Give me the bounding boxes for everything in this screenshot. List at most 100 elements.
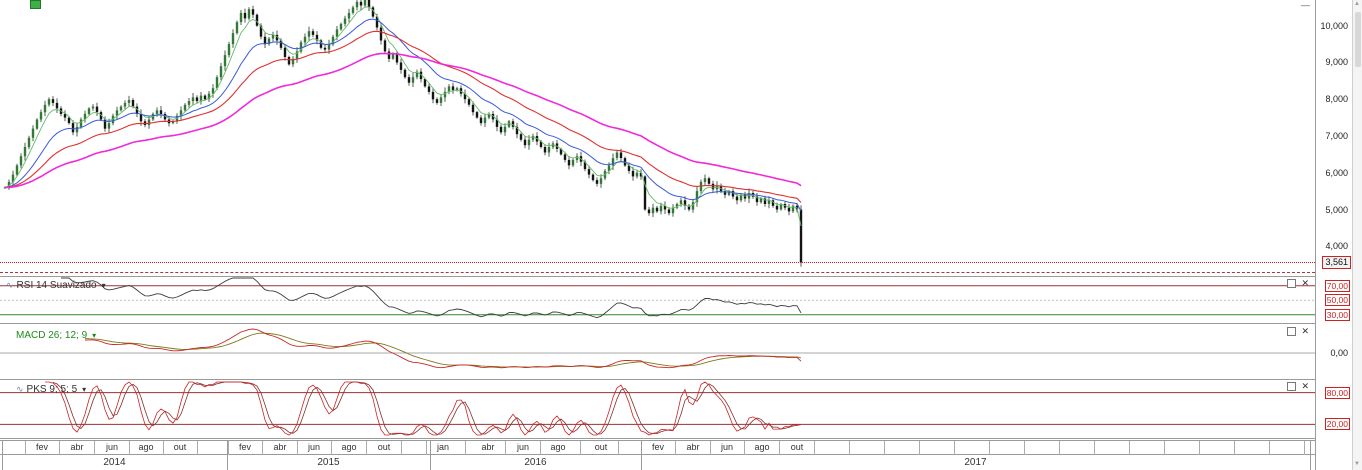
scroll-down-icon[interactable]: ▼ [1354,461,1360,467]
month-tick-mark [25,441,26,455]
close-icon[interactable]: ✕ [1301,381,1309,391]
price-tick-label: 10,000 [1320,21,1348,31]
month-tick-mark [297,441,298,455]
macd-panel[interactable]: MACD 26; 12; 9 ▾ ✕ [0,325,1315,378]
rsi-level-label: 50,00 [1324,294,1350,306]
panel-divider[interactable] [0,438,1352,439]
price-tick-label: 5,000 [1325,205,1348,215]
year-label: 2016 [524,457,547,468]
month-tick-label: jun [307,442,320,452]
alert-line [0,272,1315,273]
rsi-plot[interactable] [0,277,1315,322]
year-divider [1310,441,1311,470]
year-divider [2,441,3,470]
month-tick-label: fev [238,442,251,452]
price-axis[interactable]: 10,000 9,000 8,000 7,000 6,000 5,000 4,000 3,56… [1315,0,1352,470]
chevron-down-icon[interactable]: ▾ [101,281,106,290]
month-tick-mark [401,441,402,455]
month-tick-label: jan [436,442,449,452]
month-tick-mark [1129,441,1130,455]
chevron-down-icon[interactable]: ▾ [82,385,87,394]
panel-divider[interactable] [0,379,1352,380]
year-label: 2014 [103,457,126,468]
month-tick-mark [262,441,263,455]
rsi-panel-controls: ✕ [1287,279,1309,288]
month-tick-mark [426,441,427,455]
indicator-line-icon: ∿ [16,384,24,394]
close-icon[interactable]: ✕ [1301,326,1309,336]
month-tick-mark [1234,441,1235,455]
vertical-scrollbar[interactable]: ▲ ▼ [1352,0,1362,470]
month-tick-label: jun [720,442,733,452]
month-tick-label: ago [341,442,357,452]
restore-icon[interactable] [1287,382,1297,391]
month-axis-row: fev abr jun ago out fev abr jun ago out jan abr jun a… [0,441,1315,455]
month-tick-mark [465,441,466,455]
pks-panel[interactable]: ∿ PKS 9; 5; 5 ▾ ✕ [0,380,1315,437]
month-tick-mark [59,441,60,455]
month-tick-mark [884,441,885,455]
close-icon[interactable]: ✕ [1301,278,1309,288]
month-tick-mark [366,441,367,455]
pks-level-label: 20,00 [1324,418,1350,430]
pks-indicator-label[interactable]: ∿ PKS 9; 5; 5 ▾ [16,384,86,395]
month-tick-mark [618,441,619,455]
month-tick-mark [197,441,198,455]
month-tick-mark [1094,441,1095,455]
month-tick-mark [505,441,506,455]
green-indicator-square[interactable] [30,0,41,9]
month-tick-label: out [173,442,187,452]
month-tick-mark [580,441,581,455]
month-tick-mark [675,441,676,455]
month-tick-mark [331,441,332,455]
month-tick-mark [919,441,920,455]
restore-icon[interactable] [1287,327,1297,336]
month-tick-label: ago [550,442,566,452]
rsi-level-label: 70,00 [1324,280,1350,292]
candlestick-chart[interactable] [0,0,1315,276]
restore-icon[interactable] [1287,279,1297,288]
macd-panel-controls: ✕ [1287,327,1309,336]
month-tick-label: ago [138,442,154,452]
month-tick-mark [1164,441,1165,455]
month-tick-label: abr [686,442,700,452]
macd-indicator-label[interactable]: MACD 26; 12; 9 ▾ [16,330,96,341]
pks-plot[interactable] [0,380,1315,437]
month-tick-mark [779,441,780,455]
pks-level-label: 80,00 [1324,387,1350,399]
month-tick-mark [1304,441,1305,455]
panel-divider[interactable] [0,276,1352,277]
rsi-panel[interactable]: ∿ RSI 14 Suavizado ▾ ✕ [0,277,1315,322]
rsi-indicator-label[interactable]: ∿ RSI 14 Suavizado ▾ [6,280,106,291]
time-axis[interactable]: fev abr jun ago out fev abr jun ago out jan abr jun a… [0,440,1315,470]
month-tick-mark [989,441,990,455]
price-chart-panel[interactable]: — [0,0,1315,276]
month-tick-label: out [377,442,391,452]
month-tick-label: ago [754,442,770,452]
last-price-label: 3,561 [1322,256,1351,269]
macd-level-label: 0,00 [1330,348,1348,358]
month-tick-mark [163,441,164,455]
month-tick-mark [1024,441,1025,455]
panel-divider[interactable] [0,323,1352,324]
month-tick-label: abr [273,442,287,452]
price-tick-label: 8,000 [1325,94,1348,104]
scrollbar-thumb[interactable] [1355,12,1361,67]
price-tick-label: 7,000 [1325,131,1348,141]
minimize-icon[interactable]: — [1301,0,1310,10]
scroll-up-icon[interactable]: ▲ [1354,1,1360,7]
month-tick-mark [1059,441,1060,455]
rsi-label-text: RSI 14 Suavizado [16,280,97,291]
year-label: 2017 [964,457,987,468]
month-tick-mark [954,441,955,455]
price-tick-label: 6,000 [1325,168,1348,178]
rsi-level-label: 30,00 [1324,309,1350,321]
price-tick-label: 9,000 [1325,57,1348,67]
month-tick-mark [710,441,711,455]
macd-plot[interactable] [0,325,1315,378]
month-tick-mark [1269,441,1270,455]
chevron-down-icon[interactable]: ▾ [92,331,97,340]
price-tick-label: 4,000 [1325,241,1348,251]
month-tick-mark [744,441,745,455]
